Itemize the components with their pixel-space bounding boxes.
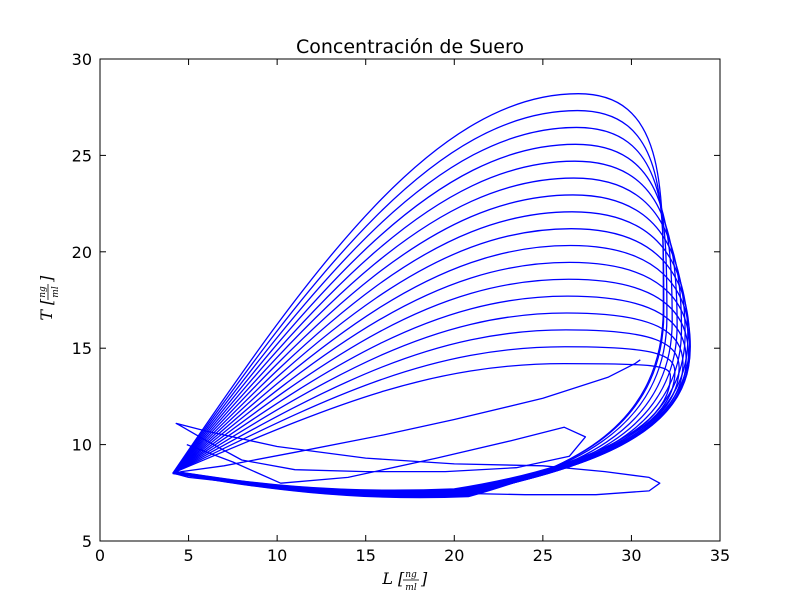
- oscillation-loop-9: [173, 211, 689, 496]
- plot-frame: [99, 58, 721, 542]
- oscillation-loop-16: [172, 93, 664, 499]
- oscillation-loop-8: [173, 228, 691, 495]
- y-axis-label-open: [: [37, 298, 56, 305]
- x-tick-label: 10: [267, 546, 287, 565]
- y-axis-label-unit-num: ng: [38, 286, 48, 298]
- x-axis-label-open: [: [398, 569, 405, 588]
- y-axis: 5 10 15 20 25 30: [72, 50, 720, 551]
- oscillation-loops: [172, 93, 691, 499]
- y-tick-label: 30: [72, 50, 92, 69]
- x-tick-label: 25: [533, 546, 553, 565]
- y-axis-label-unit-den: ml: [51, 286, 61, 298]
- y-axis-label-close: ]: [37, 275, 56, 283]
- x-axis-label-close: ]: [420, 569, 428, 588]
- x-tick-label: 30: [621, 546, 641, 565]
- x-axis: 0 5 10 15 20 25 30 35: [95, 59, 730, 565]
- y-axis-label: T [ ng ml ]: [37, 275, 61, 321]
- x-tick-label: 5: [183, 546, 193, 565]
- x-tick-label: 35: [710, 546, 730, 565]
- y-tick-label: 25: [72, 146, 92, 165]
- x-axis-label-var: L: [381, 569, 393, 588]
- x-tick-label: 0: [95, 546, 105, 565]
- chart-title: Concentración de Suero: [296, 36, 524, 58]
- x-axis-label-unit-num: ng: [405, 570, 417, 580]
- x-axis-label: L [ ng ml ]: [381, 569, 428, 593]
- y-axis-label-var: T: [37, 309, 56, 321]
- oscillation-loop-3: [175, 312, 684, 493]
- oscillation-loop-1: [175, 346, 676, 492]
- y-tick-label: 15: [72, 339, 92, 358]
- y-tick-label: 20: [72, 243, 92, 262]
- y-tick-label: 10: [72, 436, 92, 455]
- x-tick-label: 15: [356, 546, 376, 565]
- x-tick-label: 20: [444, 546, 464, 565]
- y-tick-label: 5: [82, 532, 92, 551]
- series-layer: [172, 93, 691, 499]
- x-axis-label-unit-den: ml: [405, 583, 417, 593]
- series-line-0: [173, 359, 661, 496]
